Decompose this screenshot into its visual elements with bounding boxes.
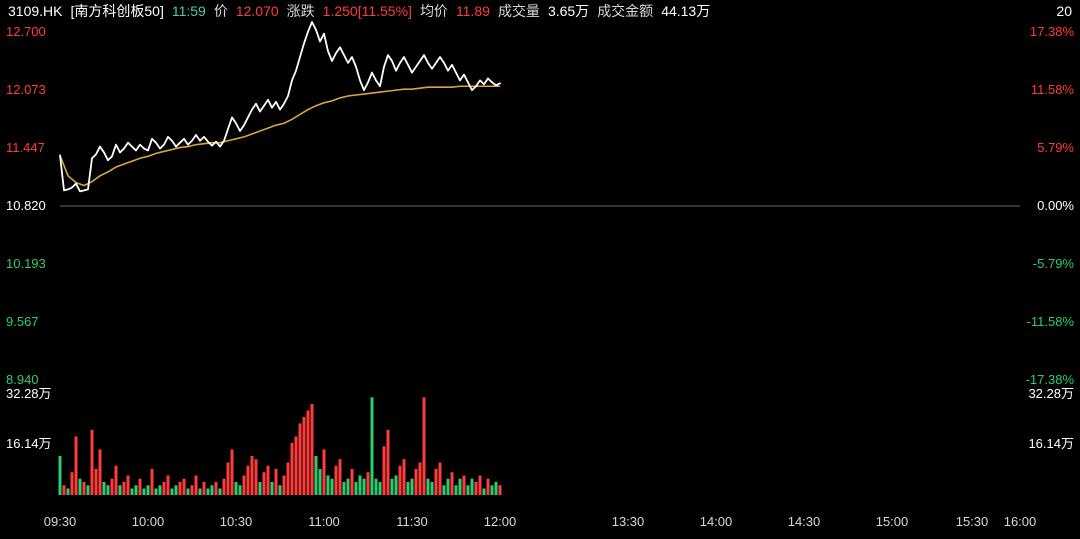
right-axis-tick: 5.79% — [1037, 141, 1074, 154]
time-axis-tick: 10:00 — [132, 515, 165, 528]
time-axis-tick: 15:30 — [956, 515, 989, 528]
time-axis-tick: 09:30 — [44, 515, 77, 528]
left-axis-tick: 32.28万 — [6, 387, 52, 400]
time-axis-tick: 16:00 — [1004, 515, 1037, 528]
left-axis-tick: 10.820 — [6, 199, 46, 212]
left-axis-tick: 12.073 — [6, 83, 46, 96]
right-axis-tick: 17.38% — [1030, 25, 1074, 38]
right-axis-tick: -17.38% — [1026, 373, 1074, 386]
right-axis-tick: -11.58% — [1027, 315, 1074, 328]
chart-container: { "layout": { "width": 1080, "height": 5… — [0, 0, 1080, 539]
time-axis-tick: 10:30 — [220, 515, 253, 528]
left-axis-tick: 9.567 — [6, 315, 39, 328]
time-axis-tick: 11:30 — [396, 515, 428, 528]
intraday-chart[interactable] — [0, 0, 1080, 539]
right-axis-tick: -5.79% — [1033, 257, 1074, 270]
time-axis-tick: 14:30 — [788, 515, 821, 528]
right-axis-tick: 32.28万 — [1028, 387, 1074, 400]
right-axis-tick: 11.58% — [1031, 83, 1074, 96]
right-axis-tick: 16.14万 — [1028, 437, 1074, 450]
time-axis-tick: 14:00 — [700, 515, 733, 528]
time-axis-tick: 13:30 — [612, 515, 645, 528]
left-axis-tick: 8.940 — [6, 373, 39, 386]
left-axis-tick: 11.447 — [6, 141, 45, 154]
time-axis-tick: 11:00 — [308, 515, 340, 528]
right-axis-tick: 0.00% — [1037, 199, 1074, 212]
time-axis-tick: 15:00 — [876, 515, 909, 528]
left-axis-tick: 10.193 — [6, 257, 46, 270]
left-axis-tick: 12.700 — [6, 25, 46, 38]
time-axis-tick: 12:00 — [484, 515, 517, 528]
left-axis-tick: 16.14万 — [6, 437, 52, 450]
